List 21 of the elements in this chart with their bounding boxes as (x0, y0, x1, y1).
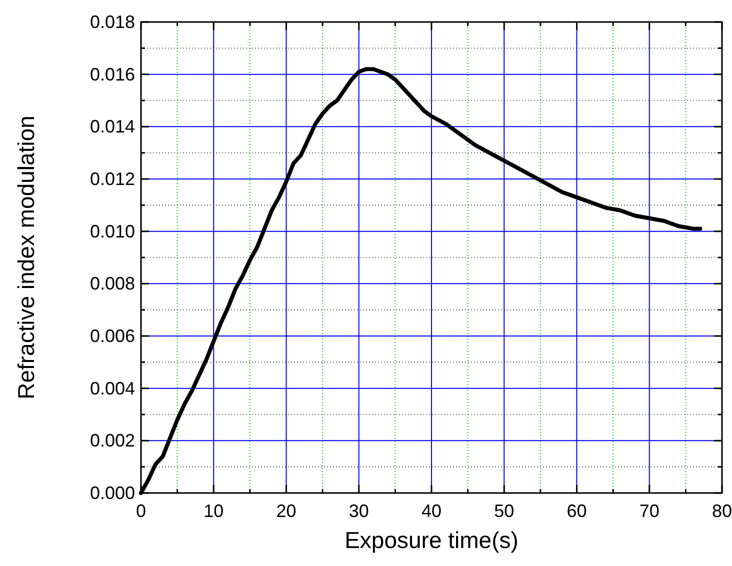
x-tick-label: 10 (204, 501, 224, 521)
y-tick-label: 0.002 (90, 430, 135, 451)
y-tick-label: 0.004 (90, 378, 135, 398)
x-tick-label: 70 (639, 501, 660, 521)
y-axis-title: Refractive index modulation (13, 116, 39, 400)
x-tick-label: 80 (712, 501, 732, 521)
y-tick-label: 0.000 (90, 483, 135, 503)
y-tick-label: 0.008 (90, 274, 135, 294)
x-tick-label: 0 (136, 501, 146, 521)
y-tick-label: 0.010 (90, 221, 135, 242)
y-tick-label: 0.006 (90, 326, 135, 346)
x-tick-label: 20 (276, 501, 296, 521)
x-tick-label: 60 (566, 501, 587, 521)
x-tick-label: 50 (494, 501, 514, 521)
x-tick-label: 40 (421, 501, 442, 521)
x-axis-title: Exposure time(s) (344, 527, 518, 553)
y-tick-label: 0.012 (90, 169, 135, 189)
y-tick-label: 0.014 (90, 116, 135, 137)
y-tick-label: 0.018 (90, 12, 135, 32)
y-tick-label: 0.016 (90, 64, 135, 84)
x-tick-label: 30 (348, 501, 369, 521)
